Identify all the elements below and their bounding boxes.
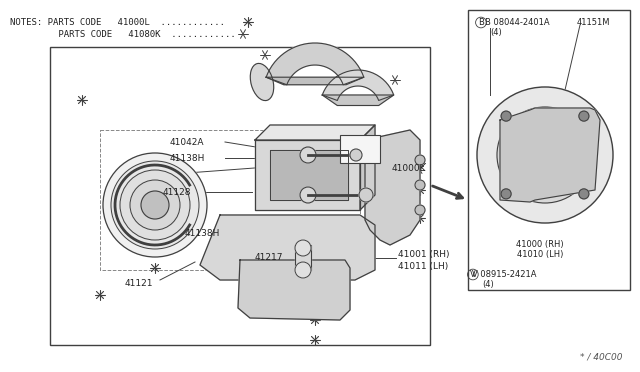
Polygon shape [266,77,364,85]
Circle shape [295,240,311,256]
Circle shape [501,189,511,199]
Text: (4): (4) [490,28,502,37]
Polygon shape [255,125,375,140]
Circle shape [295,262,311,278]
Text: 41138H: 41138H [170,154,205,163]
Circle shape [111,161,199,249]
Text: 41010 (LH): 41010 (LH) [517,250,563,259]
Polygon shape [365,130,420,245]
Text: B 08044-2401A: B 08044-2401A [485,18,550,27]
Ellipse shape [250,64,274,100]
Circle shape [415,155,425,165]
Text: 41042A: 41042A [170,138,205,147]
Text: 41128: 41128 [163,187,191,196]
Polygon shape [295,245,311,270]
Polygon shape [323,70,394,100]
Polygon shape [255,140,360,210]
Text: 41151M: 41151M [577,18,611,27]
Circle shape [130,180,180,230]
Text: * / 40C00: * / 40C00 [580,353,623,362]
Text: 41000K: 41000K [392,164,426,173]
Circle shape [300,147,316,163]
Circle shape [579,111,589,121]
Bar [468,10,630,290]
Text: B: B [478,18,484,27]
Text: 41001 (RH): 41001 (RH) [398,250,449,260]
Circle shape [497,107,593,203]
Polygon shape [200,215,375,280]
Circle shape [415,205,425,215]
Text: 41011 (LH): 41011 (LH) [398,262,448,270]
Text: V 08915-2421A: V 08915-2421A [472,270,536,279]
Bar [50,47,430,345]
Polygon shape [360,125,375,210]
Polygon shape [500,108,600,202]
Circle shape [520,130,570,180]
Text: (4): (4) [482,280,493,289]
Polygon shape [266,43,364,85]
Text: 41121: 41121 [125,279,154,288]
Text: V: V [470,270,476,279]
Text: 41000 (RH): 41000 (RH) [516,240,564,249]
Circle shape [477,87,613,223]
Circle shape [350,149,362,161]
Polygon shape [238,260,350,320]
Circle shape [141,191,169,219]
Circle shape [415,180,425,190]
Circle shape [579,189,589,199]
Text: PARTS CODE   41080K  ............: PARTS CODE 41080K ............ [10,30,246,39]
Circle shape [501,111,511,121]
Text: 41217: 41217 [255,253,284,263]
Bar [340,135,380,163]
Circle shape [300,187,316,203]
Text: 41138H: 41138H [185,228,220,237]
Circle shape [103,153,207,257]
Polygon shape [323,95,394,106]
Circle shape [120,170,190,240]
Text: NOTES: PARTS CODE   41000L  ............: NOTES: PARTS CODE 41000L ............ [10,18,236,27]
Circle shape [359,188,373,202]
Polygon shape [270,150,348,200]
